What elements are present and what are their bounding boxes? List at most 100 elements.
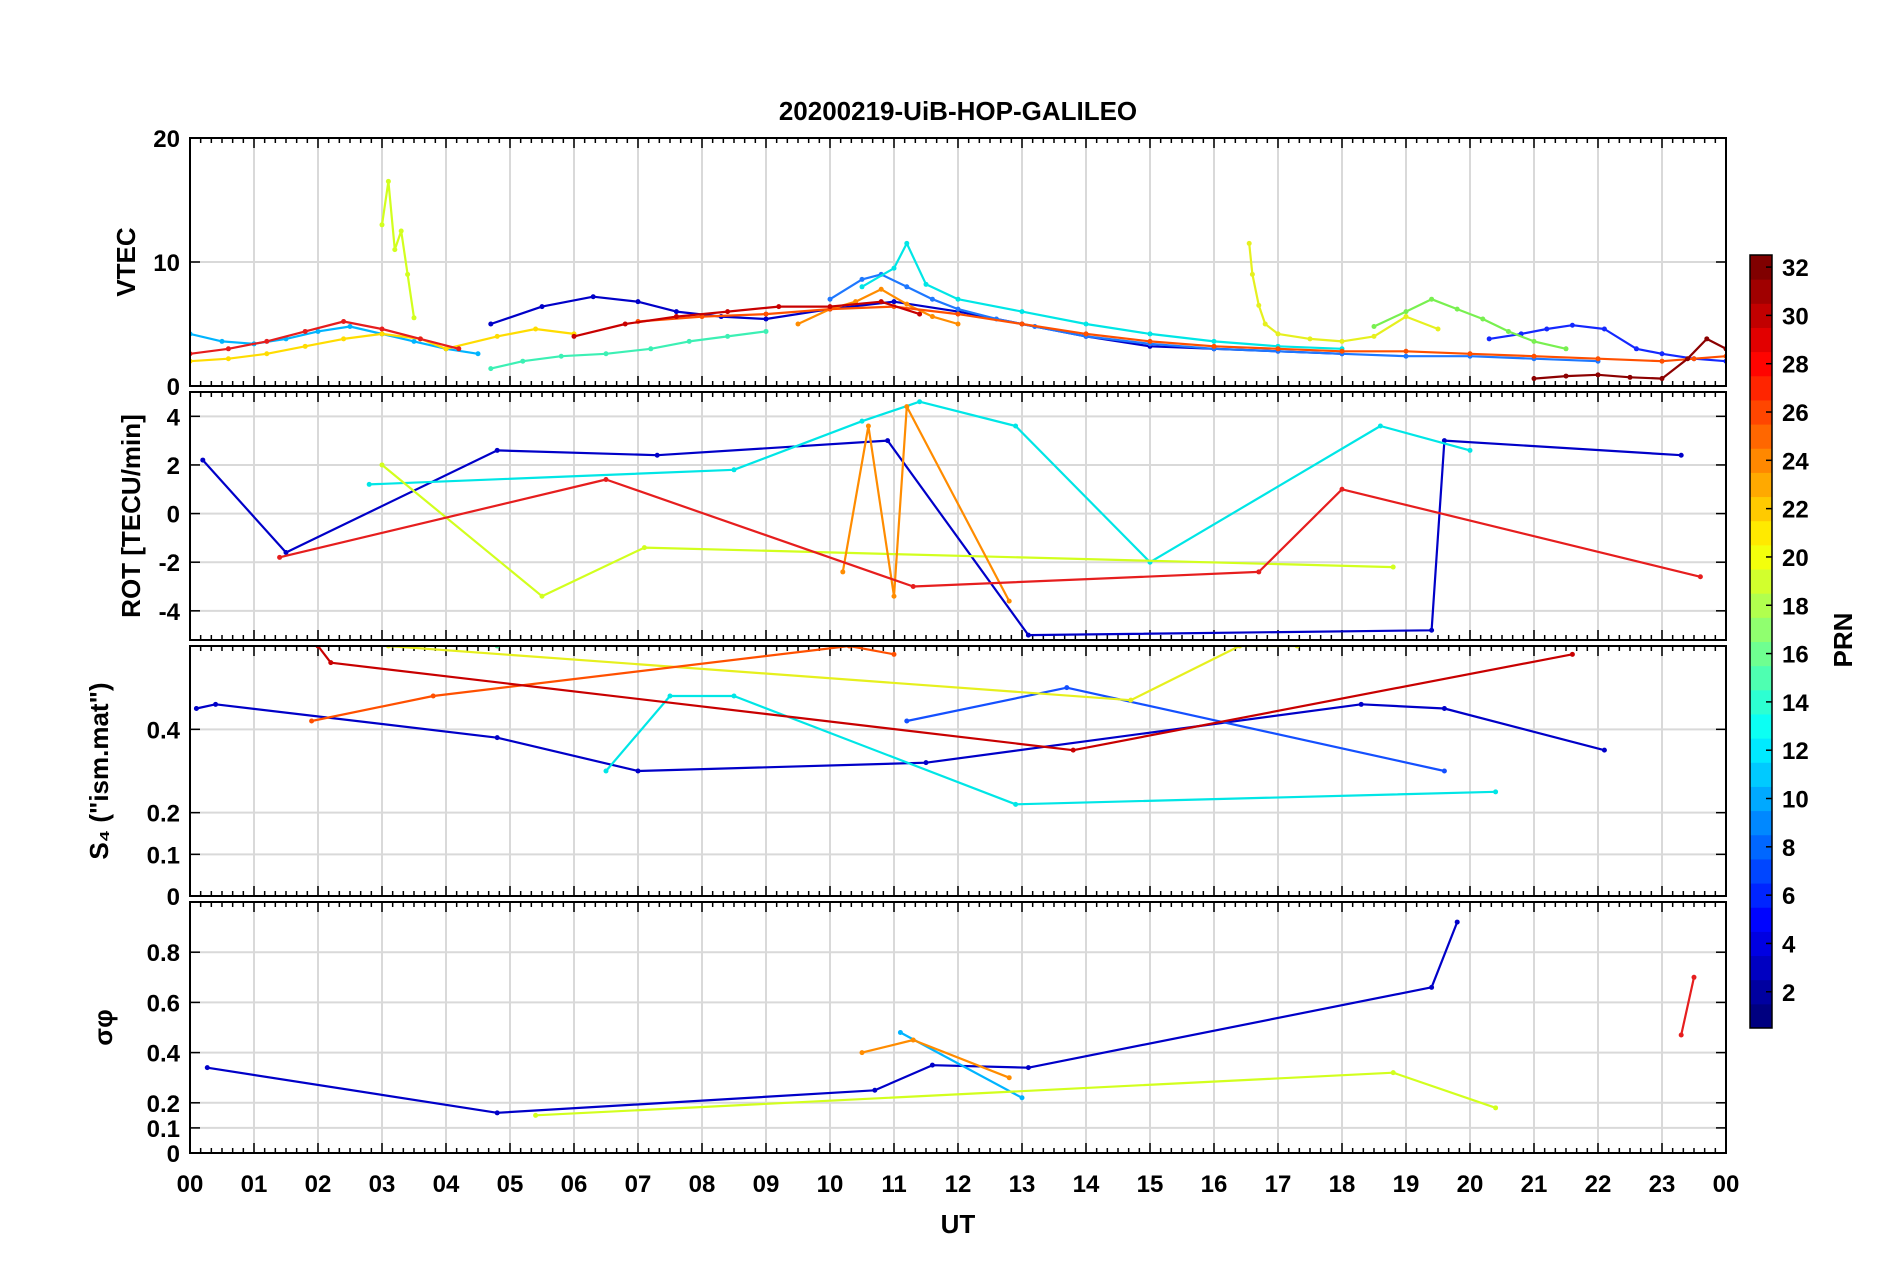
colorbar-swatch [1750,303,1772,328]
panel-vtec-point-prn-10 [347,323,353,329]
panel-s4-point-prn-7 [904,718,910,724]
panel-vtec-series-prn-2 [490,295,1343,355]
panel-vtec-point-prn-19 [1435,326,1441,332]
panel-vtec-point-prn-12 [891,265,897,271]
panel-vtec-point-prn-16 [1371,323,1377,329]
panel-vtec-point-prn-14 [648,346,654,352]
panel-vtec-point-prn-12 [955,296,961,302]
x-tick-labels: 00 01 02 03 04 05 06 07 08 09 10 11 12 13 14 15 16 17 18 19… [177,1171,1740,1198]
panel-vtec-point-prn-28 [456,346,462,352]
panel-vtec-point-prn-8 [827,296,833,302]
panel-vtec-ytick-label: 0 [167,374,180,401]
colorbar-swatch [1750,424,1772,449]
colorbar-swatch [1750,544,1772,570]
panel-s4-point-prn-30 [328,660,334,666]
panel-vtec-point-prn-12 [1211,338,1217,344]
panel-vtec-ytick-label: 10 [153,250,180,277]
panel-rot-point-prn-28 [603,477,609,483]
colorbar-swatch [1750,569,1772,594]
panel-vtec-point-prn-28 [302,328,308,334]
x-tick-label: 17 [1265,1171,1292,1198]
panel-vtec-point-prn-28 [264,338,270,344]
colorbar-swatch [1750,1003,1772,1029]
panel-vtec-point-prn-14 [558,353,564,359]
x-tick-label: 18 [1329,1171,1356,1198]
panel-vtec-point-prn-18 [398,228,404,234]
panel-sigma_phi-series-group [204,919,1697,1118]
panel-vtec-point-prn-8 [929,296,935,302]
panel-s4: 0 0.1 0.2 0.4 S₄ ("ism.mat") [84,645,1727,911]
panel-vtec-series-prn-18 [380,180,416,318]
panel-s4-frame [189,645,1727,897]
panel-vtec-point-prn-18 [405,271,411,277]
panel-vtec-point-prn-16 [1505,328,1511,334]
panel-rot-ytick-label: 0 [167,502,180,529]
panel-sigma_phi-point-prn-2 [204,1065,210,1071]
panel-rot-point-prn-28 [277,554,283,560]
panel-vtec-point-prn-20 [443,346,449,352]
panel-vtec-point-prn-28 [341,319,347,325]
panel-vtec-point-prn-30 [571,333,577,339]
panel-vtec-series-prn-32 [1533,337,1726,380]
panel-rot-point-prn-28 [910,584,916,590]
panel-vtec-series-group [190,178,1726,382]
panel-s4-point-prn-7 [1441,768,1447,774]
panel-vtec-point-prn-4 [1569,322,1575,328]
panel-s4-ytick-label: 0.2 [147,801,180,828]
panel-s4-point-prn-26 [309,718,315,724]
colorbar-tick-label: 32 [1782,255,1809,282]
panel-rot-point-prn-12 [859,418,865,424]
panel-s4-point-prn-12 [731,693,737,699]
x-tick-label: 07 [625,1171,652,1198]
x-tick-label: 01 [241,1171,268,1198]
panel-vtec-point-prn-32 [1563,373,1569,379]
panel-rot-point-prn-24 [904,404,910,410]
panel-sigma_phi-point-prn-2 [872,1087,878,1093]
panel-vtec-point-prn-2 [488,321,494,327]
panel-vtec-series-prn-10 [190,325,479,355]
panel-sigma_phi-point-prn-2 [929,1062,935,1068]
panel-s4-point-prn-2 [1601,747,1607,753]
panel-rot-point-prn-28 [1339,486,1345,492]
panel-rot-point-prn-18 [379,462,385,468]
colorbar-tick-label: 16 [1782,642,1809,669]
panel-vtec-point-prn-2 [673,309,679,315]
panel-s4-point-prn-30 [1569,651,1575,657]
panel-rot-frame [189,391,1727,641]
colorbar-swatch [1750,834,1772,860]
panel-rot-point-prn-24 [865,423,871,429]
panel-vtec-point-prn-26 [1403,348,1409,354]
panel-vtec-point-prn-24 [904,301,910,307]
panel-sigma_phi-point-prn-28 [1678,1032,1684,1038]
panel-rot-point-prn-28 [1697,574,1703,580]
panel-vtec-point-prn-8 [904,284,910,290]
panel-vtec-series-prn-19 [1248,243,1439,343]
panel-vtec-point-prn-2 [891,299,897,305]
panel-vtec-point-prn-16 [1454,306,1460,312]
panel-vtec-ylabel: VTEC [111,227,141,297]
panel-vtec-point-prn-30 [622,321,628,327]
panel-vtec-point-prn-10 [411,338,417,344]
panel-sigma_phi-point-prn-24 [859,1050,865,1056]
panel-rot-point-prn-2 [283,549,289,555]
panel-vtec-point-prn-26 [1467,351,1473,357]
panel-vtec-point-prn-32 [1659,376,1665,382]
panel-vtec-point-prn-10 [315,328,321,334]
panel-vtec-point-prn-16 [1429,296,1435,302]
x-tick-label: 02 [305,1171,332,1198]
panel-vtec-point-prn-20 [264,351,270,357]
panel-vtec-point-prn-19 [1371,333,1377,339]
panel-vtec-point-prn-26 [955,311,961,317]
panel-rot-point-prn-2 [1025,632,1031,638]
panel-sigma_phi-point-prn-24 [1006,1075,1012,1081]
panel-s4-point-prn-26 [430,693,436,699]
panel-vtec-series-prn-28 [190,320,460,355]
panel-s4-point-prn-30 [1070,747,1076,753]
colorbar-tick-label: 26 [1782,400,1809,427]
panel-s4-point-prn-12 [603,768,609,774]
panel-vtec-point-prn-16 [1480,316,1486,322]
colorbar-swatch [1750,713,1772,739]
x-tick-label: 15 [1137,1171,1164,1198]
panel-vtec-point-prn-14 [603,351,609,357]
